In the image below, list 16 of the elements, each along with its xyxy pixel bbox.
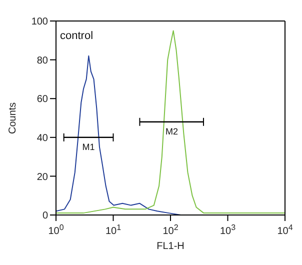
- y-tick-label: 60: [36, 94, 48, 106]
- x-tick-label: 10$^{2}$: [162, 222, 179, 237]
- y-tick-label: 0: [42, 210, 48, 222]
- x-tick-label: 10$^{0}$: [48, 222, 64, 237]
- annotation: control: [60, 30, 94, 42]
- y-tick-label: 100: [31, 16, 48, 28]
- annotation: M1: [82, 142, 95, 152]
- y-tick-label: 80: [36, 55, 48, 66]
- y-tick-label: 40: [36, 132, 48, 144]
- annotation: M2: [165, 126, 178, 136]
- x-tick-label: 10$^{3}$: [220, 222, 236, 237]
- y-tick-label: 20: [36, 172, 48, 183]
- x-tick-label: 10$^{1}$: [105, 222, 122, 237]
- y-axis-title: Counts: [8, 102, 19, 134]
- x-tick-label: 10$^{4}$: [277, 222, 294, 237]
- x-axis-title: FL1-H: [156, 241, 184, 252]
